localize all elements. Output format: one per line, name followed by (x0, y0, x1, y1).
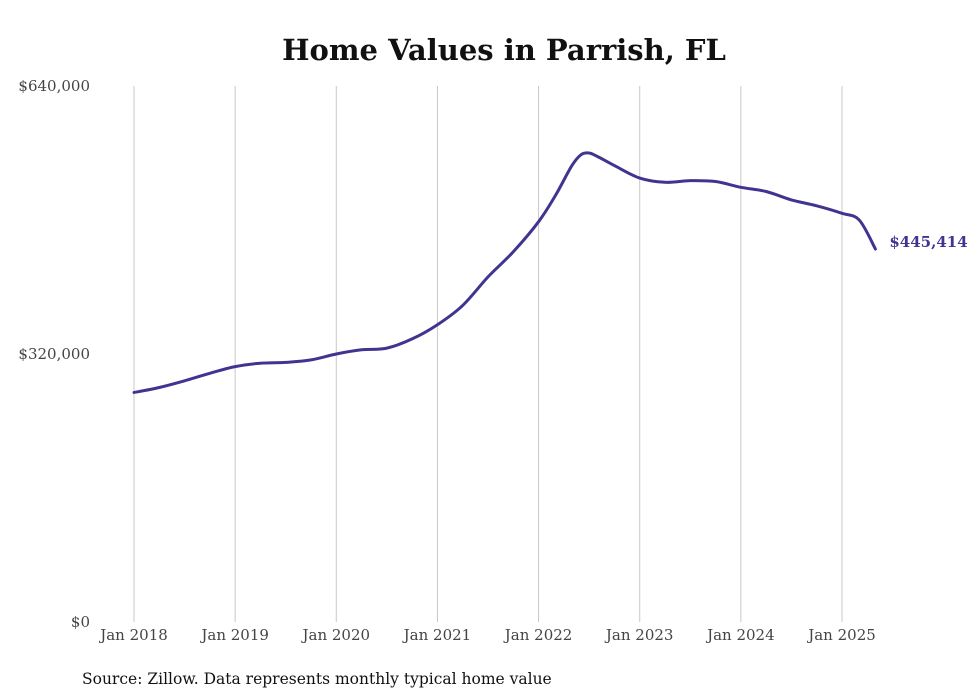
end-value-label: $445,414 (889, 233, 967, 251)
y-tick-label: $320,000 (18, 345, 90, 363)
vertical-gridlines (133, 86, 843, 622)
y-axis-ticks: $0 $320,000 $640,000 (18, 77, 90, 631)
x-tick-label: Jan 2020 (301, 626, 371, 644)
y-tick-label: $640,000 (18, 77, 90, 95)
x-tick-label: Jan 2025 (806, 626, 876, 644)
chart-title: Home Values in Parrish, FL (282, 33, 726, 67)
x-tick-label: Jan 2021 (402, 626, 472, 644)
x-tick-label: Jan 2023 (604, 626, 674, 644)
x-tick-label: Jan 2019 (199, 626, 269, 644)
source-note: Source: Zillow. Data represents monthly … (82, 670, 552, 688)
y-tick-label: $0 (71, 613, 90, 631)
x-tick-label: Jan 2022 (503, 626, 573, 644)
x-axis-ticks: Jan 2018 Jan 2019 Jan 2020 Jan 2021 Jan 2022… (98, 626, 876, 644)
x-tick-label: Jan 2024 (705, 626, 775, 644)
x-tick-label: Jan 2018 (98, 626, 168, 644)
series-line-home-value (132, 151, 877, 394)
